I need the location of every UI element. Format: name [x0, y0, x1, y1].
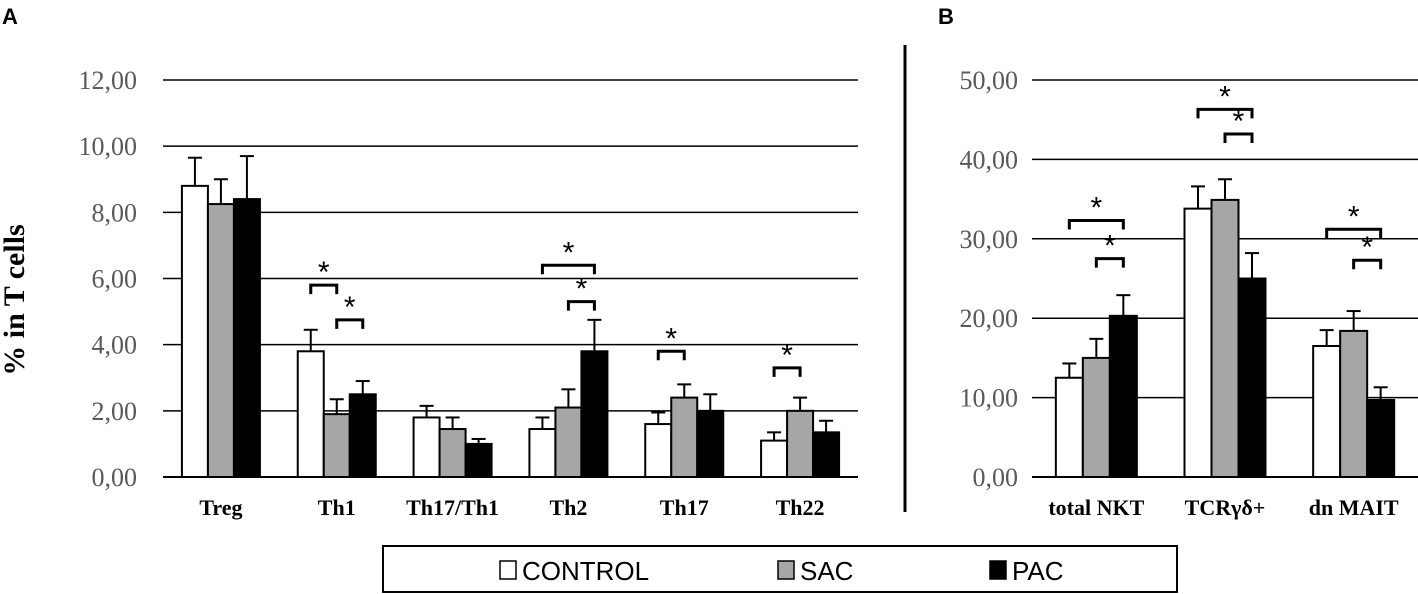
category-label: Th22 [776, 495, 825, 520]
significance-star: * [1233, 105, 1245, 138]
legend-swatch-sac [777, 560, 795, 580]
y-tick-label: 4,00 [92, 331, 138, 360]
y-tick-label: 12,00 [79, 66, 138, 95]
y-tick-label: 0,00 [92, 463, 138, 492]
significance-bracket [1067, 219, 1125, 230]
bar-sac [554, 406, 583, 478]
category-label: Th2 [549, 495, 587, 520]
category-label: total NKT [1048, 495, 1144, 520]
significance-bracket [335, 318, 365, 329]
significance-bracket [1196, 107, 1254, 119]
y-tick-label: 40,00 [960, 145, 1019, 174]
bar-pac [1237, 277, 1267, 478]
significance-star: * [1219, 80, 1231, 113]
y-tick-label: 8,00 [92, 198, 138, 227]
significance-bracket [309, 283, 339, 295]
bar-sac [786, 409, 815, 479]
panel-b: 0,00 10,00 20,00 30,00 40,00 50,00 total NKT TC… [960, 66, 1418, 520]
significance-star: * [576, 273, 588, 306]
significance-star: * [1090, 192, 1102, 225]
bar-control [180, 184, 209, 478]
bar-sac [1081, 356, 1111, 478]
bar-sac [1339, 329, 1369, 478]
significance-star: * [563, 236, 575, 269]
bar-control [760, 439, 789, 479]
category-label: TCRγδ+ [1185, 495, 1266, 520]
significance-bracket [566, 300, 596, 311]
bar-sac [206, 203, 235, 478]
bar-pac [696, 409, 725, 479]
bar-pac [232, 198, 261, 478]
legend-label-sac: SAC [800, 556, 853, 586]
bar-control [1312, 344, 1342, 478]
bar-sac [1210, 198, 1240, 478]
bar-control [412, 416, 441, 479]
bar-sac [322, 413, 351, 478]
y-tick-label: 10,00 [960, 384, 1019, 413]
significance-star: * [665, 322, 677, 355]
significance-bracket [540, 263, 596, 275]
category-label: dn MAIT [1309, 495, 1399, 520]
panel-b-letter: B [938, 4, 954, 29]
panel-a-letter: A [2, 4, 18, 29]
significance-star: * [1348, 200, 1360, 233]
y-axis-label: % in T cells [0, 224, 31, 375]
y-tick-label: 50,00 [960, 66, 1019, 95]
significance-bracket [1352, 258, 1383, 270]
legend: CONTROL SAC PAC [382, 545, 1178, 593]
bar-control [644, 423, 673, 479]
bar-control [1054, 376, 1084, 478]
bar-pac [1366, 398, 1396, 478]
significance-bracket [1094, 257, 1125, 268]
significance-star: * [1361, 231, 1373, 264]
category-label: Treg [199, 495, 242, 520]
y-tick-label: 6,00 [92, 265, 138, 294]
y-tick-label: 10,00 [79, 132, 138, 161]
bar-pac [1108, 314, 1138, 478]
significance-star: * [344, 291, 356, 324]
significance-star: * [318, 256, 330, 289]
significance-star: * [781, 339, 793, 372]
significance-bracket [772, 366, 802, 377]
bar-pac [348, 393, 377, 478]
bar-sac [670, 396, 699, 479]
panel-a: 0,00 2,00 4,00 6,00 8,00 10,00 12,00 Treg Th1 Th1… [79, 66, 858, 520]
category-label: Th17/Th1 [406, 495, 499, 520]
y-tick-label: 2,00 [92, 397, 138, 426]
bar-control [528, 428, 557, 479]
legend-swatch-pac [989, 560, 1007, 580]
bar-pac [580, 350, 609, 478]
category-label: Th1 [318, 495, 356, 520]
bar-control [296, 350, 325, 478]
legend-label-control: CONTROL [522, 556, 649, 586]
y-tick-label: 0,00 [973, 463, 1019, 492]
bar-control [1183, 207, 1213, 479]
y-tick-label: 20,00 [960, 304, 1019, 333]
significance-star: * [1104, 230, 1116, 263]
significance-bracket [1325, 227, 1383, 239]
legend-swatch-control [499, 560, 517, 580]
bar-pac [812, 431, 841, 478]
significance-bracket [1223, 132, 1254, 143]
bar-sac [438, 428, 467, 479]
significance-bracket [656, 349, 686, 361]
y-tick-label: 30,00 [960, 225, 1019, 254]
category-label: Th17 [660, 495, 709, 520]
legend-label-pac: PAC [1012, 556, 1064, 586]
bar-pac [464, 442, 493, 478]
